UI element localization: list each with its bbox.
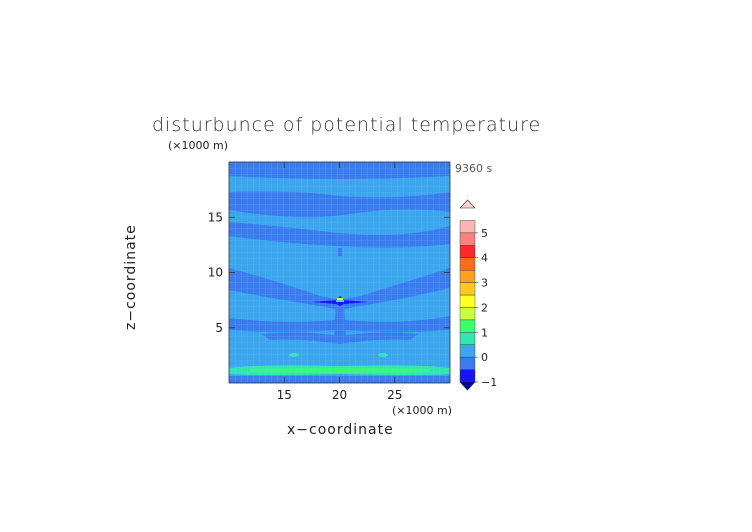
colorbar-segment xyxy=(459,369,476,383)
colorbar-over-triangle xyxy=(459,199,476,209)
x-tick-label: 25 xyxy=(387,388,402,402)
grid-overlay xyxy=(229,162,450,383)
colorbar-segment xyxy=(459,220,476,234)
colorbar-segment xyxy=(459,344,476,358)
chart-title: disturbunce of potential temperature xyxy=(152,114,542,136)
colorbar-tick-label: 1 xyxy=(481,326,488,339)
colorbar: −1 0 1 2 3 4 5 xyxy=(459,199,497,391)
colorbar-tick-label: 3 xyxy=(481,277,488,290)
colorbar-segment xyxy=(459,245,476,258)
colorbar-segment xyxy=(459,269,476,283)
colorbar-segment xyxy=(459,332,476,345)
colorbar-tick-label: 5 xyxy=(481,227,488,240)
colorbar-segment xyxy=(459,319,476,333)
colorbar-segment xyxy=(459,257,476,271)
colorbar-tick-label: 4 xyxy=(481,252,488,265)
colorbar-segment xyxy=(459,356,476,370)
x-axis-unit: (×1000 m) xyxy=(392,404,453,417)
colorbar-tick-label: −1 xyxy=(481,376,497,389)
colorbar-under-triangle xyxy=(459,381,476,391)
colorbar-segment xyxy=(459,307,476,321)
axes: 15 20 25 5 10 15 xyxy=(208,162,450,402)
y-tick-label: 5 xyxy=(215,321,223,335)
colorbar-segment xyxy=(459,294,476,308)
y-tick-label: 10 xyxy=(208,266,223,280)
y-axis-unit: (×1000 m) xyxy=(168,139,229,152)
x-tick-label: 15 xyxy=(277,388,292,402)
colorbar-segment xyxy=(459,232,476,246)
x-axis-label: x−coordinate xyxy=(287,422,394,438)
y-tick-label: 15 xyxy=(208,210,223,224)
contour-field xyxy=(229,162,450,383)
time-label: 9360 s xyxy=(455,162,493,175)
x-tick-label: 20 xyxy=(332,388,347,402)
colorbar-tick-label: 2 xyxy=(481,301,488,314)
colorbar-tick-label: 0 xyxy=(481,351,488,364)
colorbar-segment xyxy=(459,282,476,296)
